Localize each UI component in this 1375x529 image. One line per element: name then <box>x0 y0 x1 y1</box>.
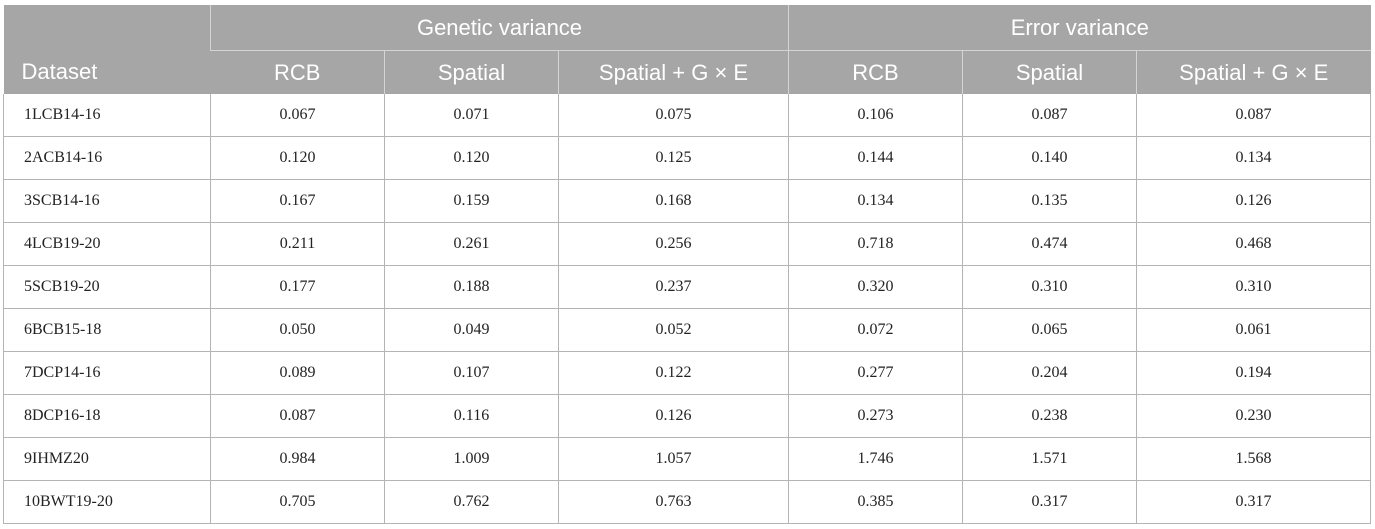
value-cell: 0.188 <box>384 265 559 309</box>
value-cell: 0.984 <box>210 437 385 481</box>
dataset-cell: 9IHMZ20 <box>3 437 211 481</box>
value-cell: 0.168 <box>557 179 790 223</box>
value-cell: 0.106 <box>788 94 964 137</box>
value-cell: 0.075 <box>557 94 790 137</box>
value-cell: 0.089 <box>210 351 385 395</box>
dataset-cell: 2ACB14-16 <box>3 136 211 180</box>
value-cell: 0.126 <box>1136 179 1372 223</box>
value-cell: 0.256 <box>557 222 790 266</box>
table-row: 8DCP16-18 0.087 0.116 0.126 0.273 0.238 0.230 <box>3 394 1372 438</box>
table-row: 9IHMZ20 0.984 1.009 1.057 1.746 1.571 1.568 <box>3 437 1372 481</box>
dataset-column-header: Dataset <box>3 5 211 94</box>
genetic-spatial-header: Spatial <box>384 50 559 94</box>
table-body: 1LCB14-16 0.067 0.071 0.075 0.106 0.087 0.087 2… <box>3 94 1372 524</box>
dataset-cell: 3SCB14-16 <box>3 179 211 223</box>
value-cell: 0.310 <box>962 265 1138 309</box>
value-cell: 0.061 <box>1136 308 1372 352</box>
value-cell: 0.126 <box>557 394 790 438</box>
value-cell: 0.072 <box>788 308 964 352</box>
table-row: 5SCB19-20 0.177 0.188 0.237 0.320 0.310 0.310 <box>3 265 1372 309</box>
value-cell: 0.310 <box>1136 265 1372 309</box>
value-cell: 1.568 <box>1136 437 1372 481</box>
value-cell: 0.140 <box>962 136 1138 180</box>
value-cell: 0.320 <box>788 265 964 309</box>
value-cell: 1.746 <box>788 437 964 481</box>
value-cell: 0.194 <box>1136 351 1372 395</box>
value-cell: 0.273 <box>788 394 964 438</box>
value-cell: 0.087 <box>1136 94 1372 137</box>
error-variance-group-header: Error variance <box>788 5 1371 51</box>
value-cell: 0.237 <box>557 265 790 309</box>
table-row: 7DCP14-16 0.089 0.107 0.122 0.277 0.204 0.194 <box>3 351 1372 395</box>
value-cell: 0.122 <box>557 351 790 395</box>
value-cell: 0.474 <box>962 222 1138 266</box>
genetic-variance-group-header: Genetic variance <box>209 5 789 51</box>
value-cell: 0.134 <box>1136 136 1372 180</box>
value-cell: 1.571 <box>962 437 1138 481</box>
value-cell: 0.167 <box>210 179 385 223</box>
value-cell: 0.159 <box>384 179 559 223</box>
value-cell: 1.057 <box>557 437 790 481</box>
dataset-cell: 6BCB15-18 <box>3 308 211 352</box>
value-cell: 0.317 <box>962 480 1138 524</box>
value-cell: 0.705 <box>210 480 385 524</box>
dataset-cell: 4LCB19-20 <box>3 222 211 266</box>
value-cell: 0.116 <box>384 394 559 438</box>
value-cell: 0.144 <box>788 136 964 180</box>
variance-table: Dataset Genetic variance Error variance … <box>3 5 1372 524</box>
value-cell: 0.238 <box>962 394 1138 438</box>
value-cell: 0.067 <box>210 94 385 137</box>
error-spatial-header: Spatial <box>962 50 1137 94</box>
value-cell: 0.762 <box>384 480 559 524</box>
value-cell: 0.277 <box>788 351 964 395</box>
error-spatial-gxe-header: Spatial + G × E <box>1136 50 1371 94</box>
table-row: 6BCB15-18 0.050 0.049 0.052 0.072 0.065 0.061 <box>3 308 1372 352</box>
dataset-cell: 7DCP14-16 <box>3 351 211 395</box>
value-cell: 0.718 <box>788 222 964 266</box>
table-row: 2ACB14-16 0.120 0.120 0.125 0.144 0.140 0.134 <box>3 136 1372 180</box>
value-cell: 0.204 <box>962 351 1138 395</box>
value-cell: 0.120 <box>210 136 385 180</box>
value-cell: 0.134 <box>788 179 964 223</box>
table-row: 4LCB19-20 0.211 0.261 0.256 0.718 0.474 0.468 <box>3 222 1372 266</box>
dataset-cell: 1LCB14-16 <box>3 94 211 137</box>
value-cell: 0.317 <box>1136 480 1372 524</box>
value-cell: 0.763 <box>557 480 790 524</box>
value-cell: 0.071 <box>384 94 559 137</box>
dataset-cell: 5SCB19-20 <box>3 265 211 309</box>
value-cell: 0.052 <box>557 308 790 352</box>
value-cell: 0.049 <box>384 308 559 352</box>
value-cell: 0.177 <box>210 265 385 309</box>
genetic-spatial-gxe-header: Spatial + G × E <box>557 50 789 94</box>
value-cell: 1.009 <box>384 437 559 481</box>
genetic-rcb-header: RCB <box>210 50 385 94</box>
value-cell: 0.125 <box>557 136 790 180</box>
dataset-cell: 8DCP16-18 <box>3 394 211 438</box>
table-row: 10BWT19-20 0.705 0.762 0.763 0.385 0.317 0.317 <box>3 480 1372 524</box>
value-cell: 0.261 <box>384 222 559 266</box>
table-row: 1LCB14-16 0.067 0.071 0.075 0.106 0.087 0.087 <box>3 94 1372 137</box>
header-group-row: Dataset Genetic variance Error variance <box>3 5 1371 94</box>
value-cell: 0.087 <box>210 394 385 438</box>
value-cell: 0.230 <box>1136 394 1372 438</box>
value-cell: 0.468 <box>1136 222 1372 266</box>
error-rcb-header: RCB <box>788 50 963 94</box>
value-cell: 0.120 <box>384 136 559 180</box>
value-cell: 0.135 <box>962 179 1138 223</box>
dataset-cell: 10BWT19-20 <box>3 480 211 524</box>
table-row: 3SCB14-16 0.167 0.159 0.168 0.134 0.135 0.126 <box>3 179 1372 223</box>
value-cell: 0.087 <box>962 94 1138 137</box>
value-cell: 0.385 <box>788 480 964 524</box>
value-cell: 0.065 <box>962 308 1138 352</box>
value-cell: 0.050 <box>210 308 385 352</box>
header-sub-row: RCB Spatial Spatial + G × E RCB Spatial … <box>4 50 1371 94</box>
value-cell: 0.211 <box>210 222 385 266</box>
value-cell: 0.107 <box>384 351 559 395</box>
